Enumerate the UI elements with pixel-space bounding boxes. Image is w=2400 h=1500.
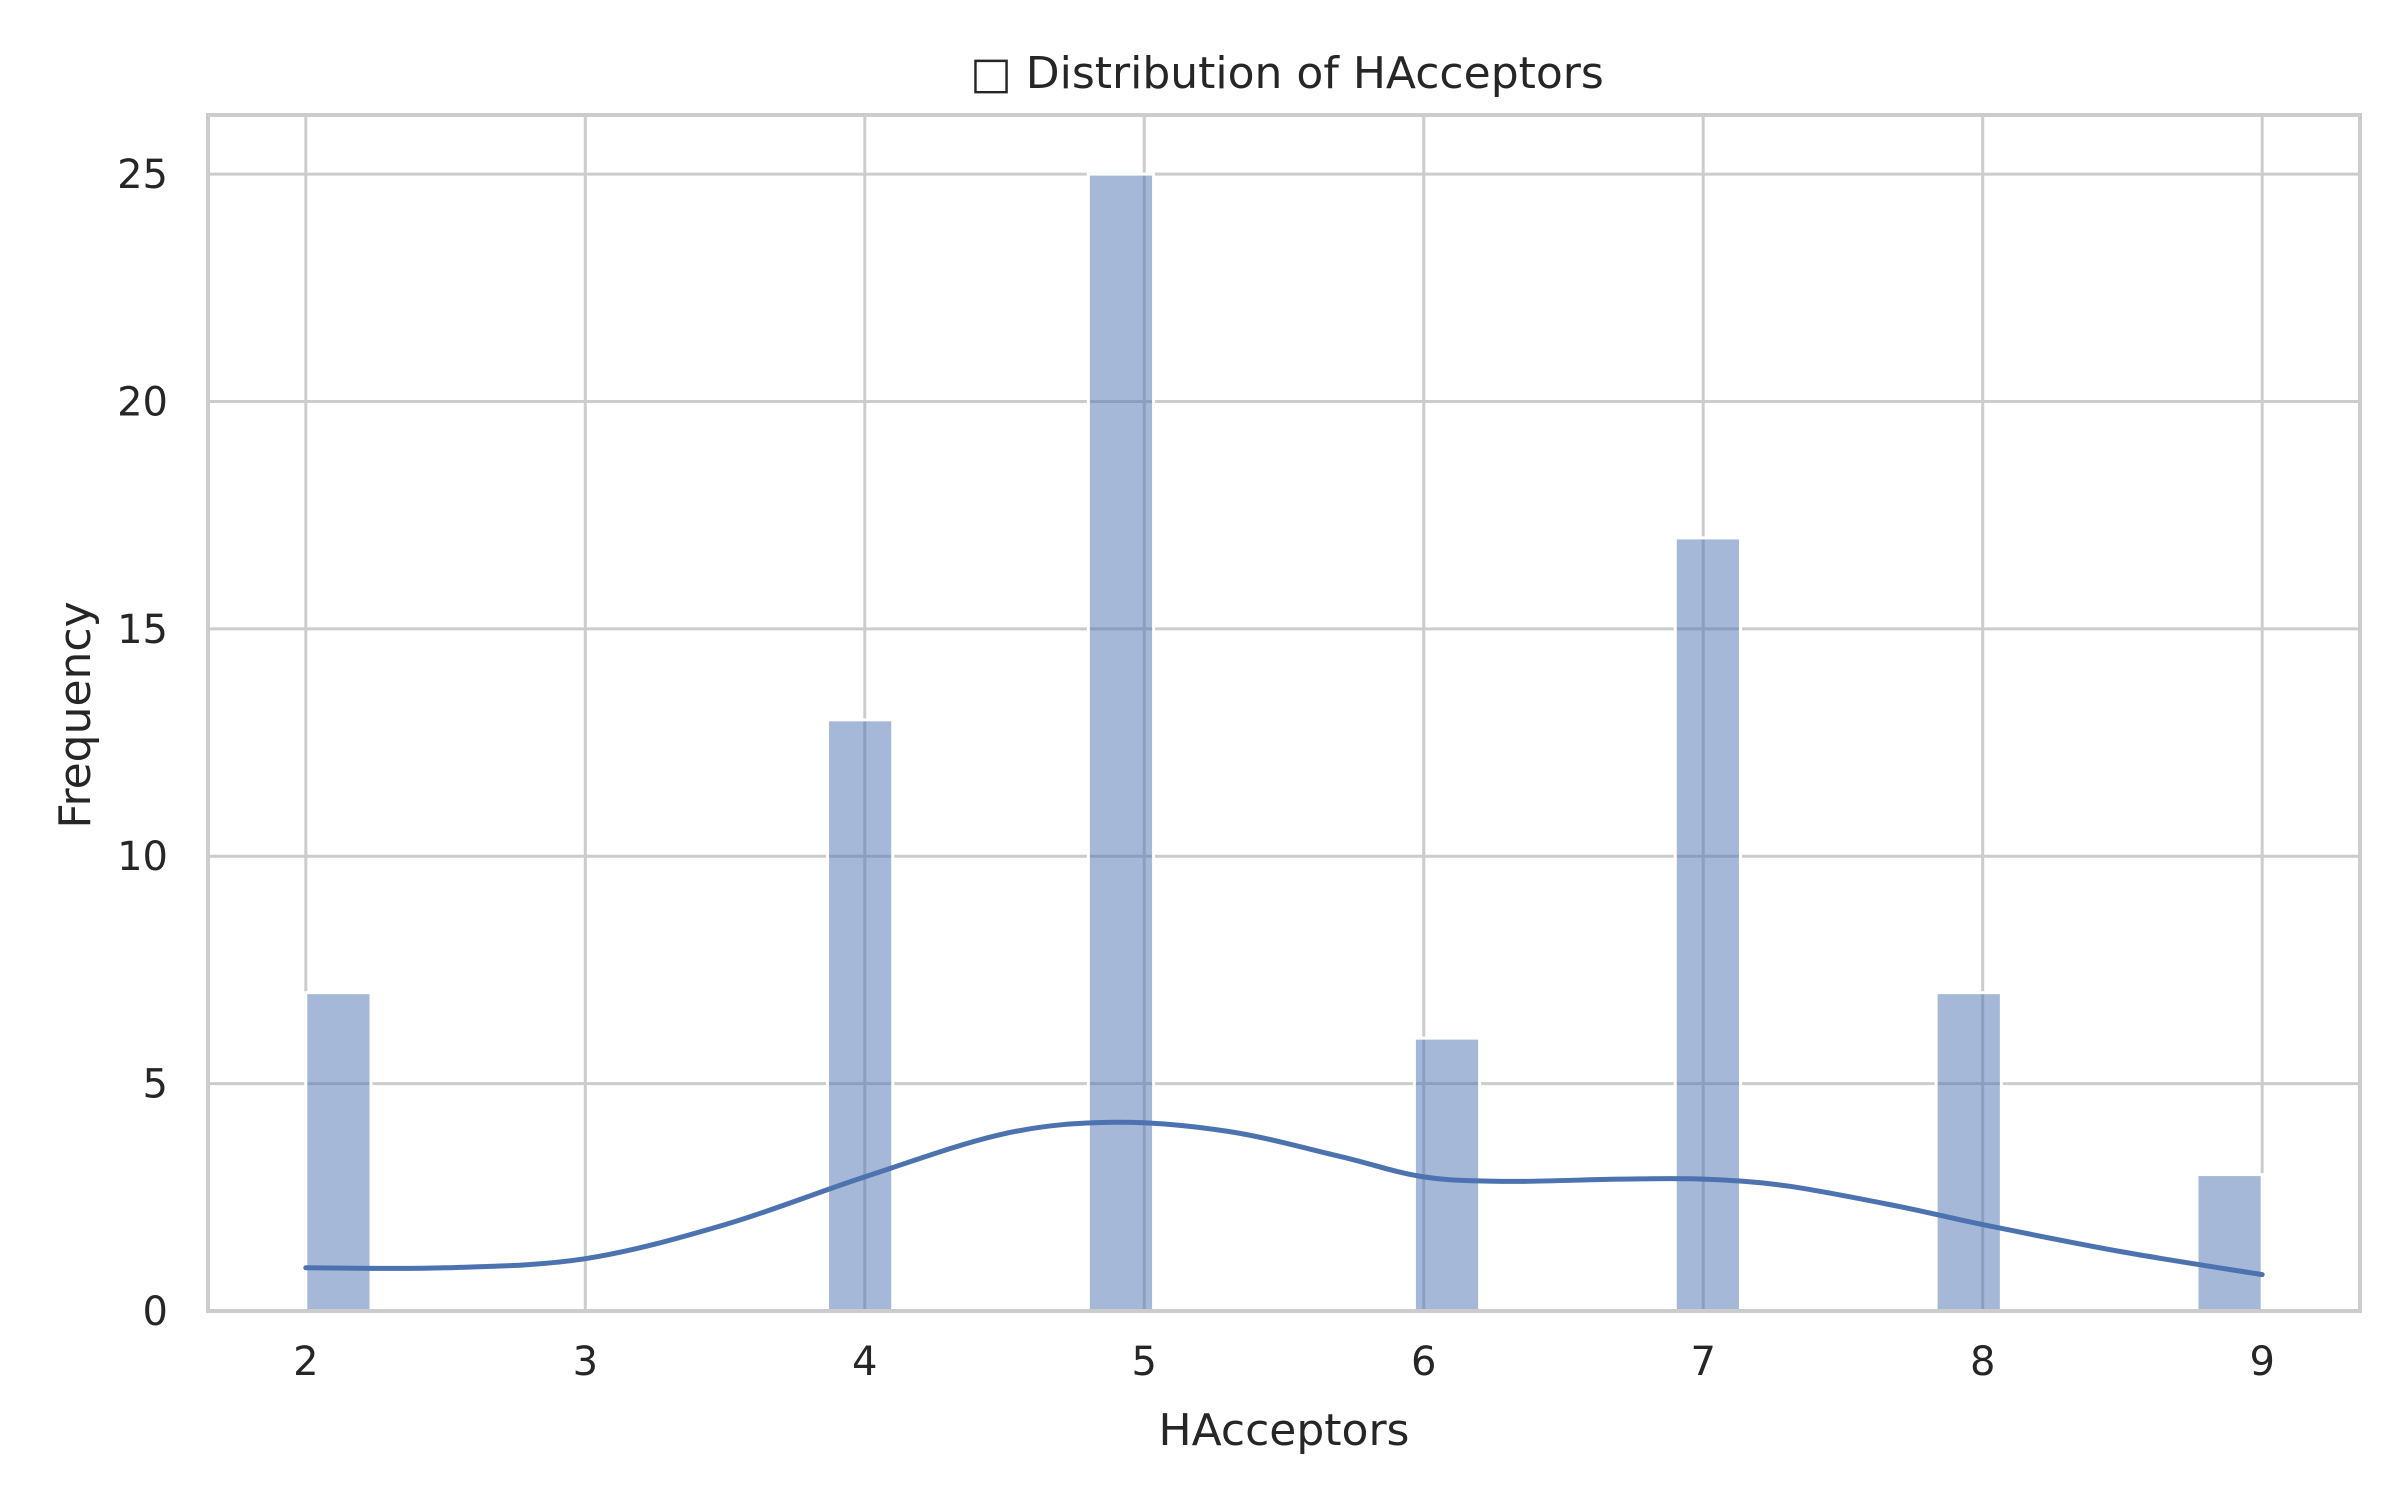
y-axis-ticks: 0 5 10 15 20 25	[117, 152, 168, 1335]
x-tick-label: 7	[1690, 1339, 1715, 1385]
y-tick-label: 0	[143, 1289, 168, 1335]
grid-lines	[208, 115, 2360, 1313]
x-tick-label: 2	[293, 1339, 318, 1385]
histogram-bar	[1086, 172, 1156, 1313]
histogram-bar	[826, 718, 895, 1313]
y-tick-label: 25	[117, 152, 168, 198]
histogram-bar	[2195, 1173, 2264, 1313]
x-axis-label: HAcceptors	[1159, 1405, 1410, 1456]
histogram-bar	[1673, 536, 1742, 1313]
chart-title: □ Distribution of HAcceptors	[970, 48, 1604, 99]
y-tick-label: 10	[117, 834, 168, 880]
x-tick-label: 5	[1132, 1339, 1157, 1385]
x-tick-label: 3	[573, 1339, 598, 1385]
x-tick-label: 6	[1411, 1339, 1436, 1385]
x-tick-label: 9	[2249, 1339, 2274, 1385]
plot-frame	[206, 113, 2362, 1313]
x-tick-label: 4	[852, 1339, 877, 1385]
y-axis-label: Frequency	[50, 601, 101, 828]
x-axis-ticks: 2 3 4 5 6 7 8 9	[293, 1339, 2275, 1385]
histogram-bar	[1934, 991, 2003, 1313]
y-tick-label: 20	[117, 379, 168, 425]
kde-line	[303, 1119, 2265, 1278]
y-tick-label: 5	[143, 1062, 168, 1108]
histogram-bar	[304, 991, 373, 1313]
y-tick-label: 15	[117, 607, 168, 653]
x-tick-label: 8	[1970, 1339, 1995, 1385]
kde-curve-layer	[303, 1119, 2265, 1278]
